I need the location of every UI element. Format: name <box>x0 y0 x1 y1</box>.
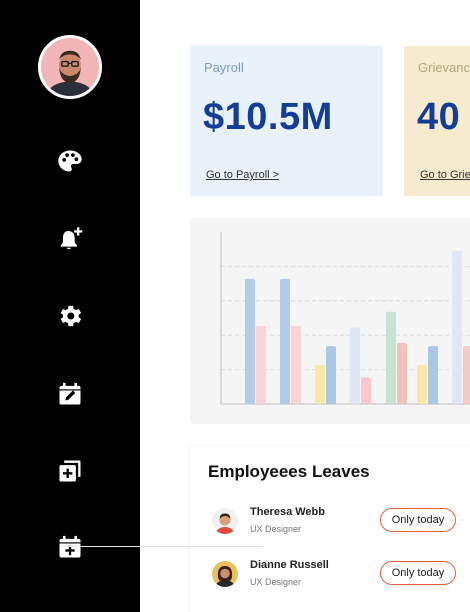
payroll-card[interactable]: Payroll $10.5M Go to Payroll > <box>190 46 383 196</box>
chart-bar[interactable] <box>256 325 266 404</box>
main-content: Payroll $10.5M Go to Payroll > Grievance… <box>140 0 470 612</box>
grievance-label: Grievance <box>418 60 470 75</box>
palette-icon[interactable] <box>56 147 84 175</box>
employee-leaves-card: Employeees Leaves Theresa Webb UX Design… <box>190 446 470 612</box>
chart-bar[interactable] <box>428 346 438 404</box>
chart-bar[interactable] <box>361 377 371 404</box>
avatar[interactable] <box>38 35 102 99</box>
sidebar <box>0 0 140 612</box>
grievance-card[interactable]: Grievance 40 Go to Grievance <box>404 46 470 196</box>
chart-bar[interactable] <box>245 278 255 404</box>
chart-bar[interactable] <box>452 250 462 404</box>
go-to-grievance-link[interactable]: Go to Grievance <box>420 169 470 181</box>
employee-name: Theresa Webb <box>250 506 325 518</box>
list-item[interactable]: Dianne Russell UX Designer Only today <box>208 555 470 595</box>
chart-bar[interactable] <box>315 364 325 404</box>
go-to-payroll-link[interactable]: Go to Payroll > <box>206 169 280 181</box>
status-badge[interactable]: Only today <box>380 508 456 532</box>
bar-chart-panel <box>190 218 470 424</box>
bar-chart <box>220 232 470 405</box>
calendar-edit-icon[interactable] <box>56 380 84 408</box>
chart-bar[interactable] <box>417 364 427 404</box>
chart-bar[interactable] <box>397 343 407 404</box>
avatar-image <box>41 38 99 96</box>
calendar-add-icon[interactable] <box>56 533 84 561</box>
chart-bar[interactable] <box>386 311 396 404</box>
employee-role: UX Designer <box>250 577 302 587</box>
add-copy-icon[interactable] <box>56 457 84 485</box>
chart-bar[interactable] <box>291 325 301 404</box>
leaves-title: Employeees Leaves <box>208 462 370 481</box>
gear-icon[interactable] <box>56 302 84 330</box>
chart-bar[interactable] <box>463 346 470 404</box>
chart-bar[interactable] <box>350 327 360 404</box>
employee-name: Dianne Russell <box>250 559 329 571</box>
payroll-label: Payroll <box>204 60 244 75</box>
payroll-value: $10.5M <box>203 96 333 138</box>
employee-avatar <box>212 508 238 534</box>
list-divider <box>60 546 263 547</box>
bell-plus-icon[interactable] <box>56 225 84 253</box>
chart-bar[interactable] <box>326 346 336 404</box>
status-badge[interactable]: Only today <box>380 561 456 585</box>
employee-avatar <box>212 561 238 587</box>
chart-bar[interactable] <box>280 278 290 404</box>
list-item[interactable]: Theresa Webb UX Designer Only today <box>208 502 470 542</box>
grievance-value: 40 <box>417 96 461 138</box>
employee-role: UX Designer <box>250 524 302 534</box>
